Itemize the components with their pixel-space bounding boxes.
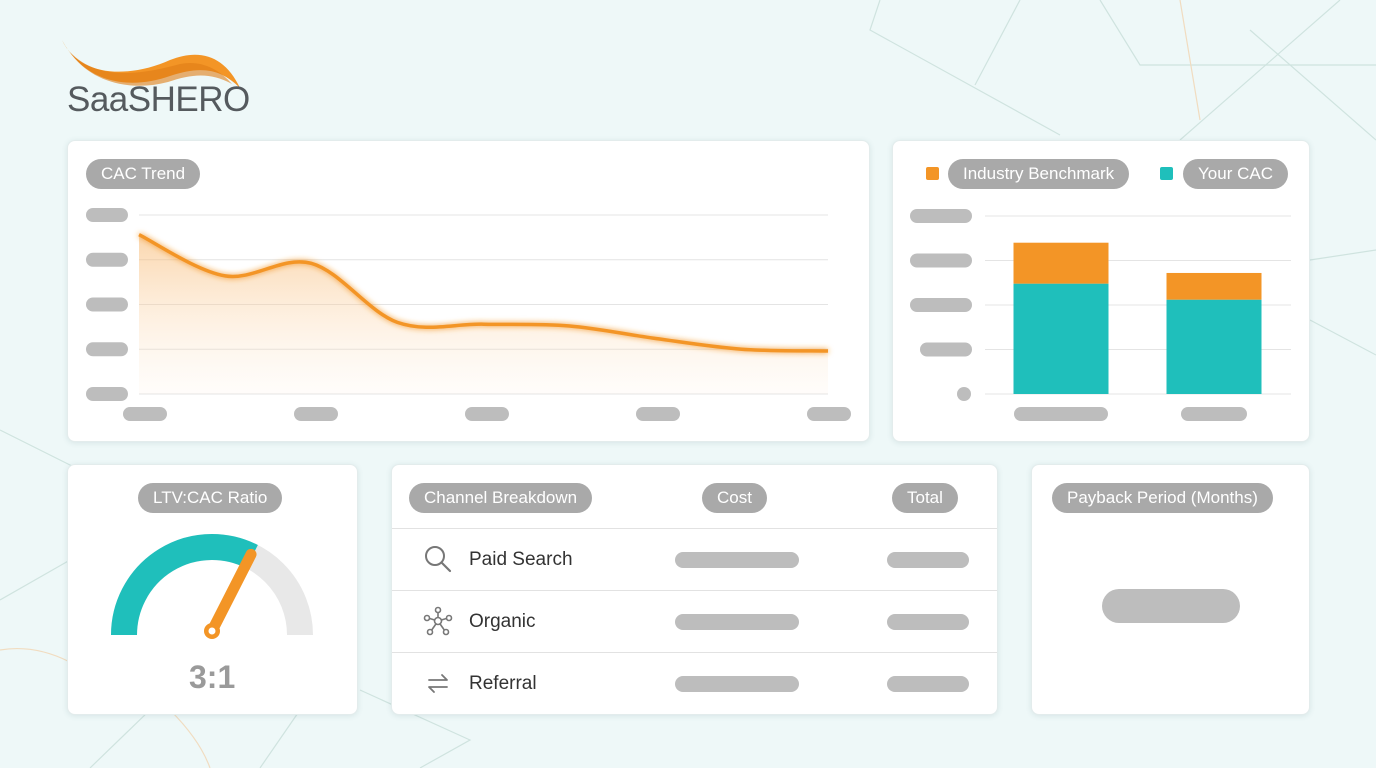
channel-breakdown-card: Channel Breakdown Cost Total Paid Search bbox=[391, 464, 998, 715]
y-tick-label-placeholder bbox=[920, 342, 972, 357]
total-header: Total bbox=[892, 483, 958, 513]
gauge-hub-center bbox=[208, 627, 216, 635]
cac-benchmark-card: Industry Benchmark Your CAC bbox=[892, 140, 1310, 442]
cac-trend-line bbox=[138, 233, 829, 353]
total-value-placeholder bbox=[887, 676, 969, 692]
y-tick-label-placeholder bbox=[86, 342, 128, 357]
total-value-placeholder bbox=[887, 614, 969, 630]
payback-title: Payback Period (Months) bbox=[1052, 483, 1273, 513]
ltv-cac-gauge bbox=[111, 534, 313, 639]
x-tick-label-placeholder bbox=[807, 407, 851, 421]
cac-trend-chart bbox=[86, 208, 851, 421]
bar-industry-benchmark bbox=[1166, 272, 1262, 300]
row-divider bbox=[392, 652, 997, 653]
bar-your-cac bbox=[1166, 299, 1262, 394]
y-tick-label-placeholder bbox=[86, 387, 128, 401]
y-tick-label-placeholder bbox=[910, 209, 972, 223]
bar-your-cac bbox=[1013, 283, 1109, 394]
x-tick-label-placeholder bbox=[294, 407, 338, 421]
row-divider bbox=[392, 590, 997, 591]
payback-value-placeholder bbox=[1102, 589, 1240, 623]
cost-value-placeholder bbox=[675, 552, 799, 568]
cac-trend-title: CAC Trend bbox=[86, 159, 201, 189]
legend-swatch-benchmark bbox=[926, 167, 939, 180]
search-icon bbox=[425, 546, 452, 573]
channel-header: Channel Breakdown bbox=[409, 483, 593, 513]
table-row[interactable]: Paid Search bbox=[392, 529, 997, 590]
y-tick-label-placeholder bbox=[910, 298, 972, 312]
x-tick-label-placeholder bbox=[636, 407, 680, 421]
x-tick-label-placeholder bbox=[123, 407, 167, 421]
channel-name: Organic bbox=[469, 611, 536, 632]
y-tick-label-placeholder bbox=[86, 208, 128, 222]
legend-label-benchmark: Industry Benchmark bbox=[948, 159, 1130, 189]
channel-name: Paid Search bbox=[469, 549, 573, 570]
y-tick-label-placeholder bbox=[86, 297, 128, 312]
brand-logo-swoosh bbox=[62, 40, 240, 88]
cac-benchmark-chart bbox=[910, 209, 1291, 421]
x-tick-label-placeholder bbox=[1014, 407, 1108, 421]
channel-name: Referral bbox=[469, 673, 537, 694]
referral-arrows-icon bbox=[428, 674, 448, 693]
x-tick-label-placeholder bbox=[1181, 407, 1247, 421]
cost-value-placeholder bbox=[675, 676, 799, 692]
network-icon bbox=[423, 606, 453, 636]
gauge-needle bbox=[206, 548, 257, 637]
total-value-placeholder bbox=[887, 552, 969, 568]
ltv-cac-title: LTV:CAC Ratio bbox=[138, 483, 283, 513]
ltv-cac-value: 3:1 bbox=[189, 659, 236, 695]
header-divider bbox=[392, 528, 997, 529]
legend-label-your-cac: Your CAC bbox=[1183, 159, 1288, 189]
bar-industry-benchmark bbox=[1013, 242, 1109, 284]
y-tick-label-placeholder bbox=[957, 387, 971, 401]
x-tick-label-placeholder bbox=[465, 407, 509, 421]
y-tick-label-placeholder bbox=[910, 253, 972, 268]
ltv-cac-card: LTV:CAC Ratio 3:1 bbox=[67, 464, 358, 715]
y-tick-label-placeholder bbox=[86, 252, 128, 267]
legend-swatch-your-cac bbox=[1160, 167, 1173, 180]
payback-period-card: Payback Period (Months) bbox=[1031, 464, 1310, 715]
brand-logo-text: SaaSHERO bbox=[67, 80, 250, 119]
cost-value-placeholder bbox=[675, 614, 799, 630]
table-row[interactable]: Referral bbox=[392, 653, 997, 714]
cost-header: Cost bbox=[702, 483, 767, 513]
gauge-fill bbox=[111, 534, 258, 636]
cac-trend-area bbox=[139, 234, 828, 394]
table-row[interactable]: Organic bbox=[392, 591, 997, 652]
cac-trend-card: CAC Trend bbox=[67, 140, 870, 442]
